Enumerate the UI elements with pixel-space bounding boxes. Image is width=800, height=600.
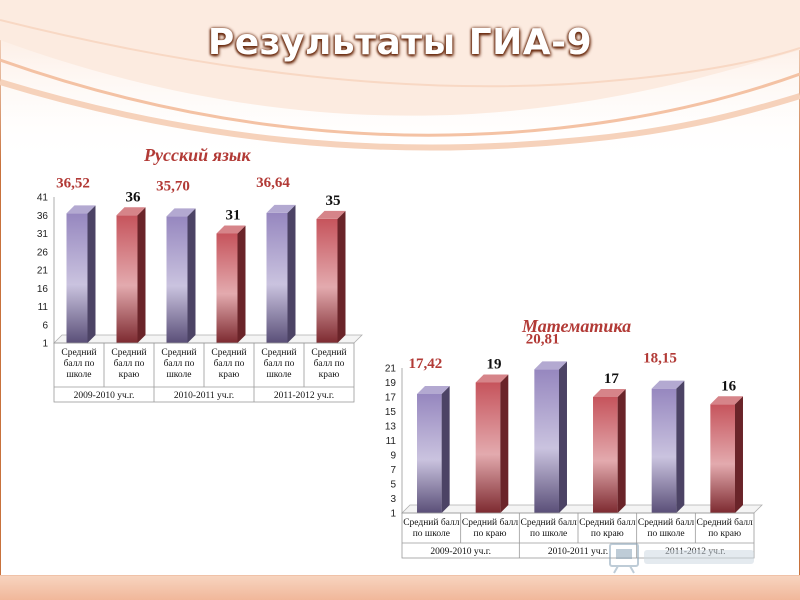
y-tick-label: 31 (37, 229, 49, 240)
x-category-label: по школе (413, 529, 450, 539)
x-category-label: школе (266, 370, 291, 380)
data-label: 17 (604, 371, 620, 387)
x-category-label: Средний (261, 347, 296, 358)
x-category-label: Средний балл (638, 517, 695, 528)
y-tick-label: 16 (37, 284, 49, 295)
bar (216, 225, 246, 343)
y-tick-label: 9 (390, 451, 396, 462)
x-category-label: Средний (211, 347, 246, 358)
footer-band (0, 575, 800, 600)
x-category-label: Средний (311, 347, 346, 358)
x-category-label: балл по (214, 358, 245, 369)
data-label: 36,52 (56, 175, 90, 191)
y-tick-label: 11 (386, 436, 397, 447)
x-category-label: Средний балл (403, 517, 460, 528)
y-tick-label: 17 (385, 393, 397, 404)
bar (66, 205, 96, 343)
y-tick-label: 6 (42, 320, 48, 331)
x-category-label: Средний (161, 347, 196, 358)
page-title: Результаты ГИА-9 (207, 22, 593, 63)
y-tick-label: 13 (385, 422, 397, 433)
data-label: 36 (126, 189, 142, 205)
x-category-label: Средний (111, 347, 146, 358)
bar (316, 210, 346, 343)
bar (166, 208, 196, 343)
x-category-label: балл по (164, 358, 195, 369)
x-category-label: балл по (114, 358, 145, 369)
bar (475, 374, 509, 513)
data-label: 35,70 (156, 178, 190, 194)
y-tick-label: 1 (42, 339, 48, 350)
y-tick-label: 1 (390, 509, 396, 520)
x-category-label: по краю (708, 529, 741, 539)
y-tick-label: 21 (385, 364, 397, 375)
data-label: 36,64 (256, 175, 290, 191)
x-category-label: Средний балл (579, 517, 636, 528)
y-tick-label: 26 (37, 247, 49, 258)
x-category-label: школе (66, 370, 91, 380)
x-category-label: по школе (530, 529, 567, 539)
x-category-label: Средний балл (697, 517, 754, 528)
x-category-label: краю (319, 370, 340, 380)
y-tick-label: 21 (37, 266, 49, 277)
bar (710, 396, 743, 513)
bar (116, 207, 146, 343)
x-category-label: краю (119, 370, 140, 380)
data-label: 35 (326, 193, 341, 209)
data-label: 17,42 (408, 356, 442, 372)
watermark-logo (609, 543, 754, 574)
data-label: 16 (721, 378, 737, 394)
x-category-label: по школе (647, 529, 684, 539)
x-category-label: балл по (264, 358, 295, 369)
y-tick-label: 11 (38, 302, 49, 313)
chart-title-russian: Русский язык (144, 145, 251, 165)
x-category-label: Средний (61, 347, 96, 358)
x-category-label: по краю (591, 529, 624, 539)
x-category-label: балл по (314, 358, 345, 369)
y-tick-label: 41 (37, 193, 49, 204)
data-label: 19 (487, 357, 502, 373)
x-group-label: 2009-2010 уч.г. (74, 391, 135, 401)
bar (266, 204, 296, 343)
x-group-label: 2010-2011 уч.г. (174, 391, 234, 401)
x-category-label: по краю (474, 529, 507, 539)
x-group-label: 2009-2010 уч.г. (430, 547, 491, 557)
chart-title-math: Математика (522, 316, 632, 336)
x-group-label: 2011-2012 уч.г. (274, 391, 334, 401)
x-category-label: Средний балл (521, 517, 578, 528)
bar (534, 361, 567, 513)
bar (593, 389, 626, 513)
y-tick-label: 15 (385, 407, 397, 418)
x-category-label: школе (166, 370, 191, 380)
data-label: 20,81 (526, 331, 560, 347)
bar (651, 380, 685, 513)
x-category-label: Средний балл (462, 517, 519, 528)
y-tick-label: 36 (37, 211, 49, 222)
y-tick-label: 3 (390, 494, 396, 505)
y-tick-label: 7 (390, 465, 396, 476)
chart-russian: 161116212631364136,523635,703136,6435Сре… (37, 175, 363, 403)
header-waves (0, 0, 800, 165)
y-tick-label: 5 (390, 480, 396, 491)
data-label: 31 (226, 208, 241, 224)
y-tick-label: 19 (385, 378, 397, 389)
data-label: 18,15 (643, 351, 677, 367)
bar (417, 385, 450, 513)
chart-floor (53, 334, 363, 344)
x-group-label: 2010-2011 уч.г. (548, 547, 608, 557)
x-category-label: балл по (64, 358, 95, 369)
chart-floor (401, 504, 763, 514)
x-category-label: краю (219, 370, 240, 380)
